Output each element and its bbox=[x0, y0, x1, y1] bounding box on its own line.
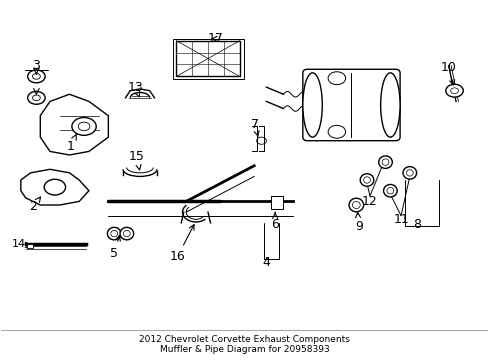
Ellipse shape bbox=[348, 198, 363, 212]
Text: 3: 3 bbox=[32, 59, 40, 72]
Ellipse shape bbox=[120, 227, 133, 240]
Circle shape bbox=[327, 125, 345, 138]
Text: 6: 6 bbox=[271, 212, 279, 231]
FancyBboxPatch shape bbox=[176, 41, 239, 76]
FancyBboxPatch shape bbox=[271, 196, 283, 208]
Circle shape bbox=[72, 117, 96, 135]
Text: 15: 15 bbox=[128, 150, 144, 170]
Circle shape bbox=[44, 179, 65, 195]
Text: 2: 2 bbox=[29, 197, 41, 213]
Ellipse shape bbox=[378, 156, 391, 168]
Ellipse shape bbox=[302, 73, 322, 137]
Text: 13: 13 bbox=[127, 81, 142, 97]
Text: 12: 12 bbox=[361, 195, 377, 208]
FancyBboxPatch shape bbox=[302, 69, 399, 141]
Circle shape bbox=[28, 70, 45, 83]
Circle shape bbox=[445, 84, 462, 97]
Ellipse shape bbox=[383, 184, 396, 197]
Text: 14: 14 bbox=[11, 239, 25, 249]
Text: 9: 9 bbox=[354, 213, 362, 233]
Ellipse shape bbox=[402, 167, 416, 179]
Text: 8: 8 bbox=[412, 218, 420, 231]
Ellipse shape bbox=[360, 174, 373, 186]
Text: 16: 16 bbox=[169, 225, 194, 263]
Text: 11: 11 bbox=[392, 213, 408, 226]
Ellipse shape bbox=[107, 227, 121, 240]
Polygon shape bbox=[40, 94, 108, 155]
Text: 17: 17 bbox=[207, 32, 223, 45]
Text: 2012 Chevrolet Corvette Exhaust Components
Muffler & Pipe Diagram for 20958393: 2012 Chevrolet Corvette Exhaust Componen… bbox=[139, 335, 349, 354]
Polygon shape bbox=[21, 169, 89, 205]
Text: 5: 5 bbox=[110, 236, 120, 260]
Circle shape bbox=[28, 91, 45, 104]
Text: 7: 7 bbox=[251, 118, 259, 137]
FancyBboxPatch shape bbox=[27, 244, 32, 248]
Ellipse shape bbox=[380, 73, 399, 137]
Text: 1: 1 bbox=[66, 134, 76, 153]
Text: 10: 10 bbox=[440, 61, 456, 85]
Circle shape bbox=[327, 72, 345, 85]
Text: 4: 4 bbox=[262, 256, 270, 269]
